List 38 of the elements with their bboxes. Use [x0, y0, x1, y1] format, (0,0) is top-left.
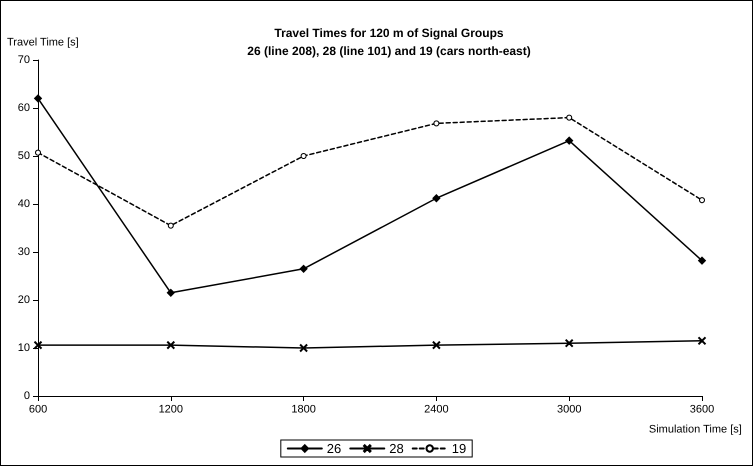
x-tick-label: 2400: [424, 404, 449, 416]
chart-title: Travel Times for 120 m of Signal Groups 26 (line 208), 28 (line 101) and 19 (cars north-east): [247, 26, 531, 58]
point: [300, 264, 308, 273]
point: [565, 136, 574, 145]
x-tick-label: 1800: [291, 404, 316, 416]
y-tick-label: 20: [18, 294, 30, 306]
point: [699, 197, 705, 204]
point: [433, 120, 440, 126]
point: [432, 194, 440, 202]
point: [35, 150, 41, 156]
y-tick-label: 40: [18, 198, 30, 210]
y-tick-label: 30: [18, 246, 30, 258]
x-tick-label: 600: [28, 404, 48, 416]
x-tick-label: 1200: [158, 404, 184, 416]
point: [300, 344, 308, 352]
legend-label: 26: [326, 441, 342, 456]
y-tick-label: 60: [18, 102, 30, 114]
y-axis-title: Travel Time [s]: [7, 36, 79, 48]
legend-label: 19: [452, 441, 466, 456]
x-tick-label: 3000: [556, 404, 582, 416]
point: [300, 153, 307, 159]
point: [166, 341, 175, 350]
x-axis-title: Simulation Time [s]: [648, 424, 742, 436]
y-tick-label: 70: [18, 54, 30, 66]
point: [168, 222, 174, 229]
x-tick-label: 3600: [690, 404, 714, 416]
point: [34, 341, 42, 350]
point: [565, 339, 574, 348]
y-tick-label: 10: [18, 342, 30, 354]
y-tick-label: 0: [24, 390, 30, 402]
point: [166, 288, 175, 297]
point: [698, 336, 706, 345]
y-tick-label: 50: [18, 150, 30, 162]
point: [698, 256, 706, 265]
legend-label: 28: [389, 441, 404, 456]
point: [34, 94, 42, 102]
point: [432, 341, 440, 350]
point: [566, 114, 572, 121]
